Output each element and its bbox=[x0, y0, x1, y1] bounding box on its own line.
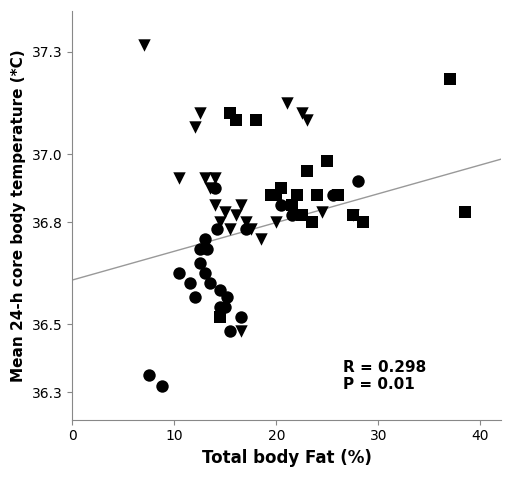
Point bbox=[216, 314, 224, 321]
Point bbox=[257, 235, 265, 243]
X-axis label: Total body Fat (%): Total body Fat (%) bbox=[202, 449, 372, 467]
Y-axis label: Mean 24-h core body temperature (*C): Mean 24-h core body temperature (*C) bbox=[11, 49, 26, 381]
Point bbox=[461, 208, 470, 216]
Point bbox=[201, 270, 209, 277]
Point bbox=[446, 76, 454, 83]
Point bbox=[298, 109, 306, 117]
Point bbox=[303, 116, 311, 124]
Point bbox=[221, 208, 229, 216]
Point bbox=[226, 109, 234, 117]
Point bbox=[242, 218, 250, 226]
Point bbox=[237, 201, 245, 209]
Point bbox=[349, 212, 357, 219]
Point bbox=[313, 191, 322, 199]
Point bbox=[226, 327, 234, 335]
Point bbox=[196, 109, 204, 117]
Point bbox=[196, 259, 204, 267]
Point bbox=[206, 185, 214, 192]
Point bbox=[190, 123, 199, 130]
Point bbox=[175, 174, 183, 182]
Point bbox=[298, 212, 306, 219]
Point bbox=[185, 280, 194, 287]
Point bbox=[283, 99, 291, 107]
Point bbox=[211, 174, 219, 182]
Point bbox=[216, 304, 224, 311]
Point bbox=[237, 314, 245, 321]
Point bbox=[308, 218, 316, 226]
Point bbox=[203, 246, 211, 253]
Point bbox=[211, 185, 219, 192]
Point bbox=[206, 280, 214, 287]
Point bbox=[328, 191, 336, 199]
Point bbox=[190, 293, 199, 301]
Point bbox=[201, 235, 209, 243]
Point bbox=[175, 270, 183, 277]
Point bbox=[247, 225, 255, 233]
Point bbox=[278, 201, 286, 209]
Point bbox=[293, 191, 301, 199]
Point bbox=[354, 177, 362, 185]
Point bbox=[211, 201, 219, 209]
Point bbox=[237, 327, 245, 335]
Point bbox=[252, 116, 260, 124]
Point bbox=[196, 246, 204, 253]
Point bbox=[323, 157, 331, 165]
Text: R = 0.298
P = 0.01: R = 0.298 P = 0.01 bbox=[343, 360, 426, 392]
Point bbox=[359, 218, 367, 226]
Point bbox=[272, 191, 281, 199]
Point bbox=[272, 218, 281, 226]
Point bbox=[288, 212, 296, 219]
Point bbox=[201, 174, 209, 182]
Point bbox=[278, 185, 286, 192]
Point bbox=[231, 212, 240, 219]
Point bbox=[226, 225, 234, 233]
Point bbox=[242, 225, 250, 233]
Point bbox=[145, 371, 153, 379]
Point bbox=[216, 218, 224, 226]
Point bbox=[349, 212, 357, 219]
Point bbox=[288, 201, 296, 209]
Point bbox=[267, 191, 275, 199]
Point bbox=[318, 208, 326, 216]
Point bbox=[333, 191, 342, 199]
Point bbox=[158, 382, 166, 390]
Point bbox=[231, 116, 240, 124]
Point bbox=[223, 293, 231, 301]
Point bbox=[213, 225, 221, 233]
Point bbox=[140, 41, 148, 49]
Point bbox=[221, 304, 229, 311]
Point bbox=[303, 167, 311, 175]
Point bbox=[216, 286, 224, 294]
